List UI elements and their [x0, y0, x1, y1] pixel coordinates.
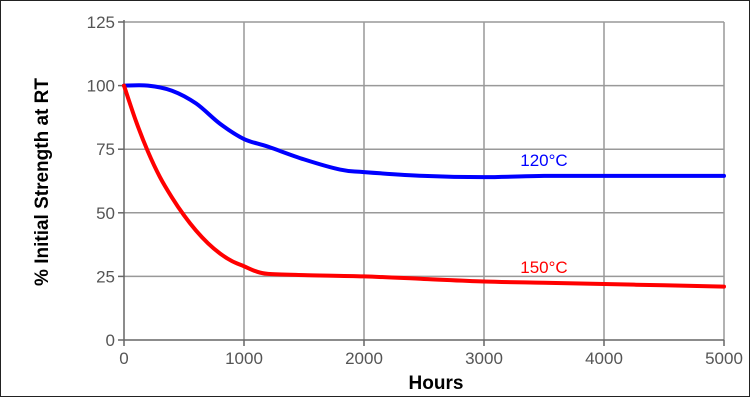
x-tick-label: 3000	[465, 349, 503, 368]
x-tick-label: 0	[119, 349, 128, 368]
axes	[118, 20, 725, 346]
series-line-1	[122, 83, 726, 289]
x-tick-label: 4000	[585, 349, 623, 368]
y-tick-label: 125	[87, 13, 115, 32]
x-axis-label: Hours	[409, 373, 464, 394]
y-tick-label: 100	[87, 77, 115, 96]
series-labels: 120°C 150°C	[520, 151, 567, 277]
y-tick-label: 75	[96, 140, 115, 159]
x-tick-label: 5000	[705, 349, 743, 368]
y-axis-label: % Initial Strength at RT	[32, 78, 53, 286]
y-tick-label: 50	[96, 204, 115, 223]
grid-lines	[124, 21, 725, 340]
series-lines	[122, 83, 726, 289]
series-line-0	[122, 83, 726, 180]
series-label-1: 150°C	[520, 258, 567, 277]
x-tick-label: 2000	[345, 349, 383, 368]
tick-labels: 0 25 50 75 100 125 0 1000 2000 3000 4000 5000	[87, 13, 743, 368]
series-label-0: 120°C	[520, 151, 567, 170]
y-tick-label: 0	[106, 331, 115, 350]
y-tick-label: 25	[96, 267, 115, 286]
x-tick-label: 1000	[225, 349, 263, 368]
